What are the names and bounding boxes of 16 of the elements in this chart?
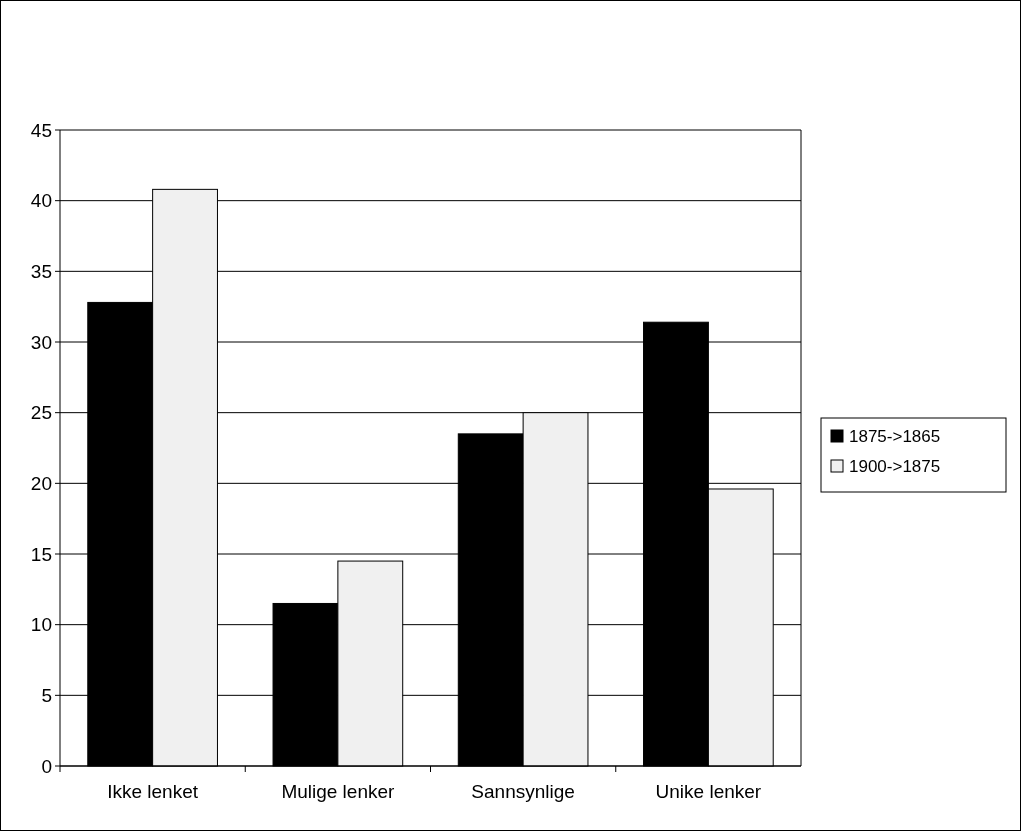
x-tick-label: Sannsynlige [471,781,575,802]
x-tick-label: Unike lenker [655,781,762,802]
y-tick-label: 45 [30,119,52,141]
x-tick-label: Mulige lenker [281,781,396,802]
y-tick-label: 15 [30,543,52,565]
y-tick-label: 10 [30,614,52,636]
y-tick-label: 20 [30,472,52,494]
legend-label: 1900->1875 [849,456,941,476]
y-tick-label: 25 [30,402,52,424]
x-tick-label: Ikke lenket [107,781,199,802]
y-tick-label: 0 [41,755,52,777]
y-tick-label: 35 [30,260,52,282]
y-tick-label: 5 [41,684,52,706]
legend-label: 1875->1865 [849,426,941,446]
y-tick-label: 30 [30,331,52,353]
y-tick-label: 40 [30,190,52,212]
